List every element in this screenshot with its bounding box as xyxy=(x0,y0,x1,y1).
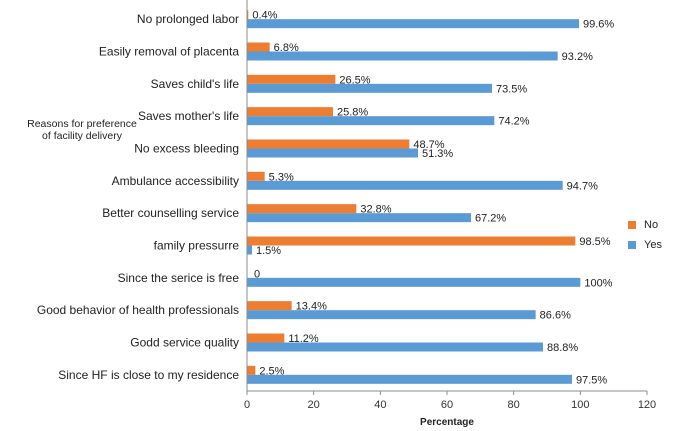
bar-no xyxy=(247,74,336,84)
category-label: Ambulance accessibility xyxy=(112,174,239,188)
bar-yes xyxy=(247,342,543,352)
y-axis-title-line-1: Reasons for preference xyxy=(27,118,137,130)
legend-label-no: No xyxy=(644,218,659,231)
data-label-yes: 74.2% xyxy=(498,116,529,128)
category-label: Since HF is close to my residence xyxy=(58,368,239,382)
data-label-no: 2.5% xyxy=(259,365,284,377)
legend-swatch-no xyxy=(628,220,636,229)
y-axis-title-line-2: of facility delivery xyxy=(42,130,122,142)
bar-yes xyxy=(247,310,536,320)
x-tick-label: 100 xyxy=(571,399,589,411)
category-label: No excess bleeding xyxy=(134,142,239,156)
y-axis-title: Reasons for preference of facility deliv… xyxy=(2,118,162,142)
bar-yes xyxy=(247,116,495,126)
category-label: Saves child's life xyxy=(151,77,240,91)
category-label: Easily removal of placenta xyxy=(99,45,239,59)
data-label-yes: 73.5% xyxy=(496,83,527,95)
category-label: Since the serice is free xyxy=(118,271,240,285)
category-label: Good behavior of health professionals xyxy=(37,303,239,317)
bar-no xyxy=(247,365,256,375)
data-label-yes: 99.6% xyxy=(583,19,614,31)
category-label: Better counselling service xyxy=(102,206,239,220)
bar-yes xyxy=(247,213,471,223)
bar-no xyxy=(247,10,249,20)
bar-no xyxy=(247,236,576,246)
data-label-no: 13.4% xyxy=(296,301,327,313)
data-label-yes: 93.2% xyxy=(562,51,593,63)
data-label-yes: 86.6% xyxy=(540,310,571,322)
data-label-no: 26.5% xyxy=(339,74,370,86)
bar-yes xyxy=(247,245,252,255)
bar-yes xyxy=(247,277,581,287)
data-label-no: 48.7% xyxy=(413,139,444,151)
category-label: Godd service quality xyxy=(130,336,239,350)
data-label-yes: 1.5% xyxy=(256,245,281,257)
data-label-yes: 51.3% xyxy=(422,148,453,160)
bar-no xyxy=(247,107,333,117)
bar-no xyxy=(247,42,270,52)
data-label-no: 0 xyxy=(254,268,260,280)
data-label-yes: 88.8% xyxy=(547,342,578,354)
data-label-yes: 100% xyxy=(584,277,612,289)
category-label: family pressurre xyxy=(154,239,240,253)
x-tick-label: 0 xyxy=(244,399,250,411)
bar-yes xyxy=(247,19,579,29)
data-label-no: 6.8% xyxy=(274,42,299,54)
data-label-no: 98.5% xyxy=(579,236,610,248)
bar-no xyxy=(247,333,285,343)
data-label-no: 5.3% xyxy=(269,171,294,183)
bar-yes xyxy=(247,148,418,158)
bar-yes xyxy=(247,83,492,93)
data-label-no: 11.2% xyxy=(288,333,319,345)
legend-item-yes: Yes xyxy=(628,236,662,254)
x-tick-label: 20 xyxy=(308,399,320,411)
data-label-yes: 97.5% xyxy=(576,374,607,386)
legend-label-yes: Yes xyxy=(644,238,662,251)
x-tick-label: 60 xyxy=(441,399,453,411)
x-tick-label: 40 xyxy=(374,399,386,411)
legend-swatch-yes xyxy=(628,240,636,249)
category-label: No prolonged labor xyxy=(137,12,239,26)
bar-no xyxy=(247,204,357,214)
data-label-yes: 67.2% xyxy=(475,213,506,225)
x-tick-label: 80 xyxy=(508,399,520,411)
bar-yes xyxy=(247,51,558,61)
bar-no xyxy=(247,301,292,311)
x-axis-title: Percentage xyxy=(420,417,474,428)
data-label-yes: 94.7% xyxy=(567,180,598,192)
bar-yes xyxy=(247,180,563,190)
data-label-no: 32.8% xyxy=(360,204,391,216)
bar-no xyxy=(247,139,410,149)
legend-item-no: No xyxy=(628,216,658,234)
x-tick-label: 120 xyxy=(638,399,656,411)
data-label-no: 25.8% xyxy=(337,107,368,119)
data-label-no: 0.4% xyxy=(252,10,277,22)
bar-yes xyxy=(247,374,572,384)
bar-no xyxy=(247,171,265,181)
category-label: Saves mother's life xyxy=(138,109,239,123)
